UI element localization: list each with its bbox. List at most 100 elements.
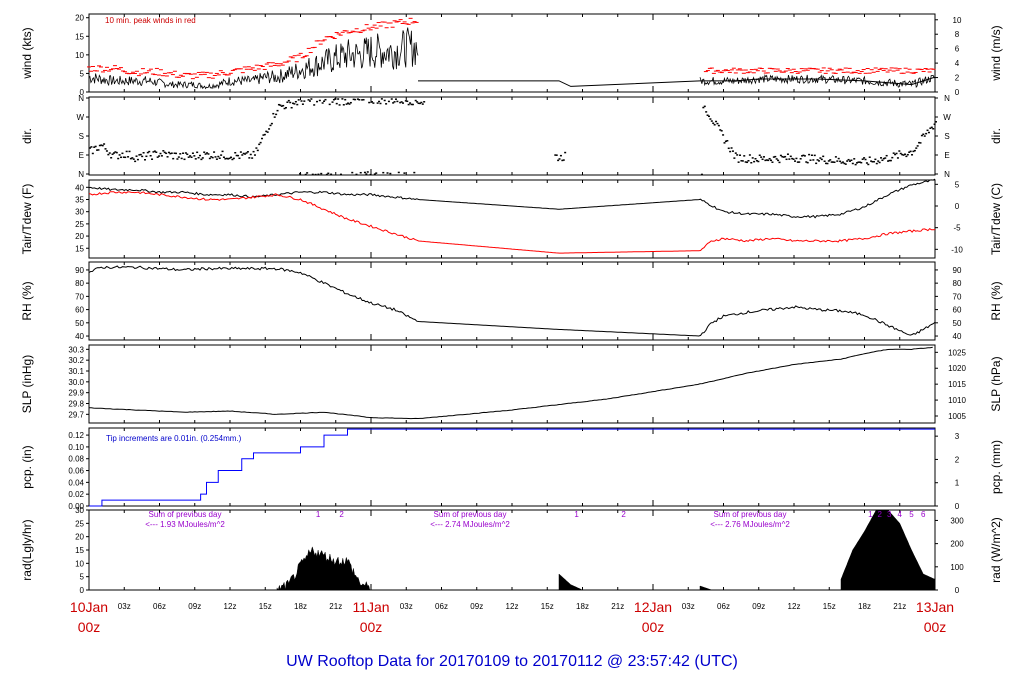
dir-point [895,152,898,155]
dir-point [378,100,381,103]
dir-point [871,161,874,163]
dir-point [902,154,905,156]
dir-point [282,104,285,107]
dir-point [211,156,214,159]
dir-point [822,155,825,158]
dir-point [772,156,775,158]
dir-point [829,159,832,161]
dir-point [184,152,187,154]
dir-point [808,153,811,156]
dir-point [186,153,189,156]
dir-point [156,156,159,158]
dir-point [234,151,237,154]
x-tick-label: 06z [435,602,448,611]
dir-point [196,151,199,154]
dir-point [932,128,935,130]
dir-point [777,159,780,162]
rh-tick-right: 40 [953,332,962,341]
dir-point [91,152,94,155]
rad-tick-right: 300 [950,516,964,525]
slp-tick-right: 1015 [948,380,966,389]
x-tick-label: 21z [893,602,906,611]
dir-point [244,153,247,155]
dir-point [339,173,342,176]
dir-point [929,127,932,129]
dir-point [911,154,914,156]
dir-point [190,156,193,159]
dir-point [344,98,347,101]
pcp-tick-right: 0 [955,502,960,511]
dir-point [706,114,709,116]
dir-point [400,101,403,103]
dir-point [803,155,806,157]
dir-tick-left: S [79,132,84,141]
x-tick-label: 12z [224,602,237,611]
rad-hour-mark: 2 [621,510,626,519]
dir-point [253,154,256,156]
dir-point [896,157,899,159]
dir-point [925,132,928,135]
dir-point [280,105,283,107]
dir-point [411,103,414,106]
dir-point [104,148,107,150]
x-tick-label: 03z [682,602,695,611]
dir-point [861,158,864,160]
dir-point [791,157,794,160]
wind-left-label: wind (kts) [20,27,34,79]
dir-point [844,163,847,165]
dir-point [129,157,132,160]
dir-point [865,162,868,164]
x-day-hour-label: 00z [924,619,947,635]
dir-point [141,155,144,158]
rad-sum-line2: <--- 1.93 MJoules/m^2 [145,520,225,529]
pcp-right-label: pcp. (mm) [989,440,1003,494]
dir-point [817,160,820,162]
dir-point [771,161,774,163]
rad-hour-mark: 6 [921,510,926,519]
dir-point [402,102,405,104]
dir-point [860,161,863,164]
dir-point [317,173,320,176]
dir-tick-left: N [78,94,84,103]
slp-series [89,346,933,420]
dir-point [221,150,224,153]
dir-point [128,150,131,153]
wind-tick-left: 0 [80,88,85,97]
dir-point [753,160,756,163]
dir-point [854,163,857,166]
dir-point [206,152,209,154]
dir-point [724,140,727,143]
dir-tick-right: N [944,94,950,103]
dir-point [774,155,777,158]
dir-point [840,162,843,164]
dir-point [755,159,758,162]
dir-point [796,161,799,163]
dir-point [277,103,280,106]
wind-tick-right: 2 [955,74,960,83]
dir-point [867,163,870,166]
dir-point [720,130,723,132]
slp-tick-left: 29.8 [68,400,84,409]
dir-point [881,159,884,162]
dir-point [269,124,272,127]
rad-hour-mark: 3 [887,510,892,519]
dir-point [289,101,292,104]
dir-point [729,150,732,153]
temp-left-label: Tair/Tdew (F) [20,184,34,255]
dir-point [321,102,324,104]
rad-tick-left: 30 [75,506,84,515]
x-tick-label: 06z [717,602,730,611]
dir-point [935,121,937,123]
dir-point [354,98,357,101]
radiation-area [840,509,936,591]
dir-point [393,101,396,103]
dir-point [330,173,333,176]
rh-tick-left: 50 [75,319,84,328]
pcp-tick-left: 0.08 [68,455,84,464]
dir-point [903,153,906,156]
dir-point [739,154,742,156]
dir-point [826,162,829,165]
dir-point [423,101,426,103]
dir-point [249,153,252,156]
slp-tick-left: 30.3 [68,345,84,354]
